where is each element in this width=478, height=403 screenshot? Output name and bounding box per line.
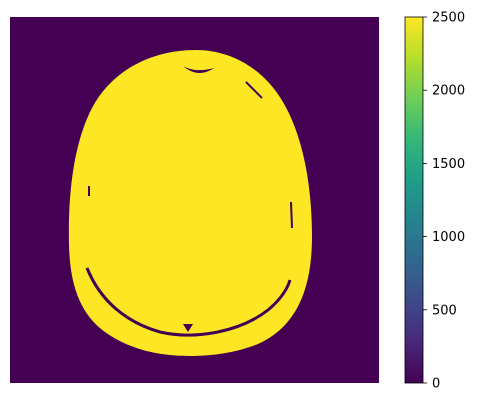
heatmap-artifact-arc-bottom <box>85 267 292 337</box>
colorbar-gradient <box>405 17 423 383</box>
heatmap-artifact-right-mark <box>290 201 293 229</box>
heatmap-artifact-top-right <box>245 81 263 99</box>
colorbar-tick-label: 1000 <box>432 230 465 245</box>
heatmap-artifact-bottom-notch <box>183 324 193 332</box>
colorbar-frame <box>404 16 424 384</box>
colorbar-tick-label: 2500 <box>432 11 465 26</box>
heatmap-image <box>10 17 379 383</box>
colorbar: 0 500 1000 1500 2000 2500 <box>404 11 465 392</box>
colorbar-tick-label: 0 <box>432 377 440 392</box>
heatmap-object-region <box>68 50 313 356</box>
heatmap-artifact-top-notch <box>183 66 214 73</box>
colorbar-tick-label: 2000 <box>432 84 465 99</box>
colorbar-tick-label: 500 <box>432 303 457 318</box>
colorbar-ticks: 0 500 1000 1500 2000 2500 <box>423 11 465 392</box>
colorbar-tick-label: 1500 <box>432 157 465 172</box>
